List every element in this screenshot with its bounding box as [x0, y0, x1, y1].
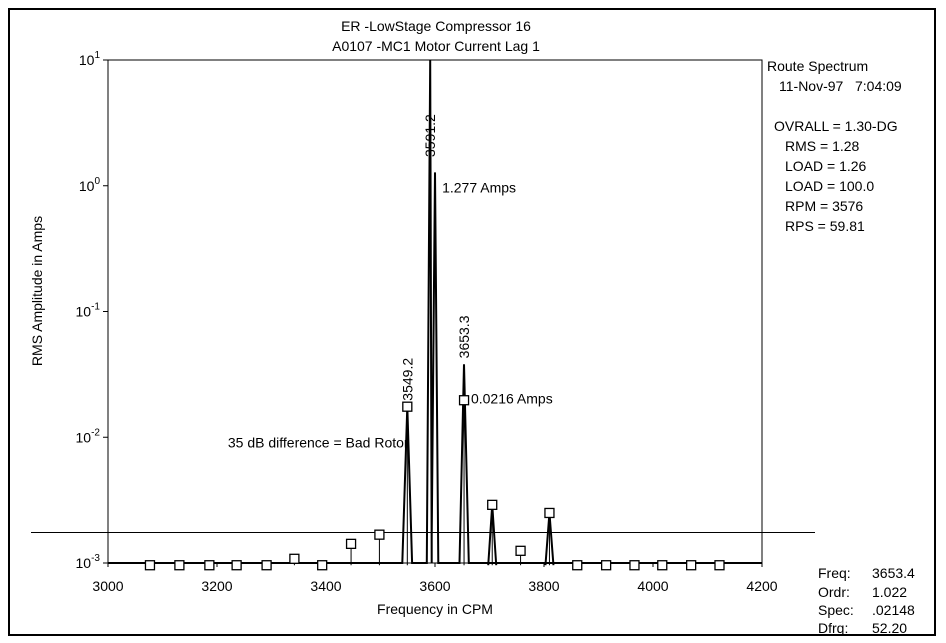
- x-tick-label: 4200: [746, 578, 777, 594]
- info-heading: Route Spectrum: [767, 58, 868, 74]
- info-stat-rms: RMS = 1.28: [785, 138, 860, 154]
- x-tick-label: 3000: [92, 578, 123, 594]
- y-tick-label: 10-1: [76, 302, 101, 320]
- readout-dfrq-label: Dfrq:: [818, 620, 848, 636]
- y-tick-label: 100: [79, 176, 101, 194]
- info-stat-load-pct: LOAD = 100.0: [785, 178, 874, 194]
- readout-freq-value: 3653.4: [872, 565, 915, 581]
- info-panel: Route Spectrum 11-Nov-97 7:04:09 OVRALL …: [767, 58, 902, 234]
- peak-marker: [231, 560, 242, 571]
- x-tick-label: 3200: [201, 578, 232, 594]
- chart-title-line1: ER -LowStage Compressor 16: [341, 18, 531, 34]
- x-tick-label: 4000: [637, 578, 668, 594]
- peak-markers: [144, 395, 725, 571]
- peak-label: 3591.2: [422, 114, 438, 157]
- peak-labels: 3591.2 3549.2 3653.3: [399, 114, 472, 401]
- annotation-text: 1.277 Amps: [442, 180, 516, 196]
- info-stat-overall: OVRALL = 1.30-DG: [774, 118, 898, 134]
- annotation-text: 35 dB difference = Bad Rotor: [228, 434, 409, 450]
- cursor-readout: Freq: 3653.4 Ordr: 1.022 Spec: .02148 Df…: [818, 565, 915, 636]
- outer-border: [8, 8, 936, 636]
- peak-marker: [657, 560, 668, 571]
- peak-marker: [487, 499, 498, 511]
- peak-marker: [144, 560, 156, 571]
- peak-marker: [374, 529, 385, 540]
- readout-ordr-label: Ordr:: [818, 584, 850, 600]
- peak-label: 3549.2: [399, 358, 415, 401]
- annotation-text: 0.0216 Amps: [471, 391, 553, 407]
- info-datetime: 11-Nov-97 7:04:09: [779, 78, 902, 94]
- x-tick-label: 3800: [528, 578, 559, 594]
- peak-marker: [289, 553, 300, 564]
- peak-marker: [458, 395, 470, 406]
- readout-dfrq-value: 52.20: [872, 620, 907, 636]
- peak-marker: [600, 560, 612, 571]
- peak-marker: [317, 560, 328, 571]
- chart-title-line2: A0107 -MC1 Motor Current Lag 1: [332, 38, 540, 54]
- peak-marker: [174, 560, 185, 571]
- y-tick-label: 101: [79, 50, 101, 68]
- info-stat-rpm: RPM = 3576: [785, 198, 863, 214]
- peak-label: 3653.3: [456, 315, 472, 358]
- info-stat-load: LOAD = 1.26: [785, 158, 867, 174]
- peak-marker: [345, 538, 357, 549]
- peak-marker: [629, 560, 640, 571]
- peak-marker: [402, 401, 413, 412]
- info-stat-rps: RPS = 59.81: [785, 218, 865, 234]
- peak-marker: [261, 560, 272, 571]
- peak-marker: [714, 560, 725, 571]
- x-tick-label: 3400: [310, 578, 341, 594]
- peak-marker: [544, 507, 555, 519]
- peak-marker: [686, 560, 697, 571]
- peak-marker: [204, 560, 215, 571]
- x-axis-label: Frequency in CPM: [377, 601, 493, 617]
- annotations: 1.277 Amps 0.0216 Amps 35 dB difference = …: [228, 180, 553, 451]
- readout-spec-value: .02148: [872, 602, 915, 618]
- y-axis-label: RMS Amplitude in Amps: [29, 216, 45, 366]
- y-tick-label: 10-2: [76, 427, 101, 445]
- x-axis-ticks: 3000 3200 3400 3600 3800 4000 4200: [92, 563, 778, 594]
- peak-marker: [515, 545, 526, 556]
- x-tick-label: 3600: [419, 578, 450, 594]
- peak-marker: [572, 560, 583, 571]
- readout-freq-label: Freq:: [818, 565, 851, 581]
- y-tick-label: 10-3: [76, 553, 101, 571]
- readout-ordr-value: 1.022: [872, 584, 907, 600]
- y-axis-ticks: 101 100 10-1 10-2 10-3: [76, 50, 108, 571]
- readout-spec-label: Spec:: [818, 602, 854, 618]
